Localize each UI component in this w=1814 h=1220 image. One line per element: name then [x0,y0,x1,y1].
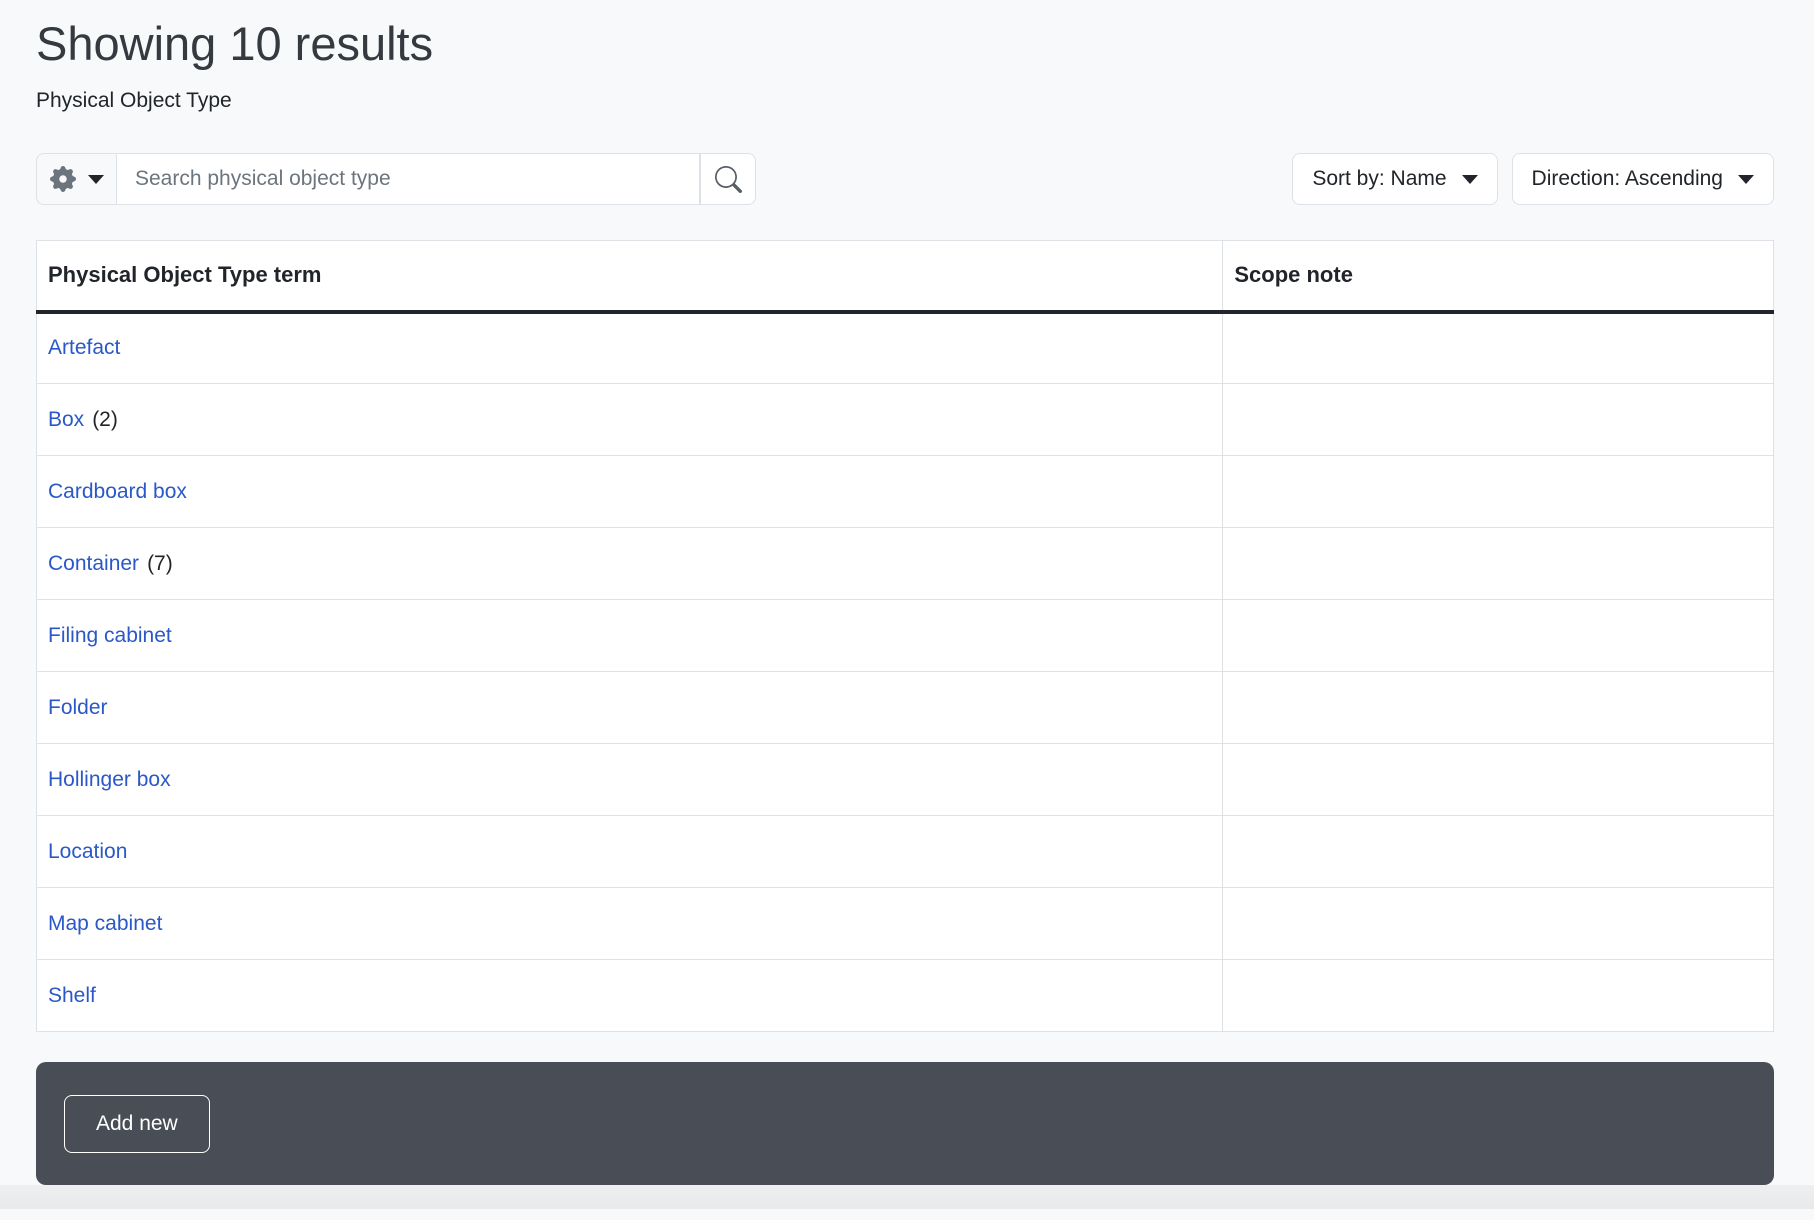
table-row: Shelf [35,959,1774,1032]
term-link[interactable]: Map cabinet [48,911,163,935]
search-input[interactable] [117,153,700,205]
actions-footer: Add new [36,1062,1774,1185]
term-link[interactable]: Location [48,839,128,863]
toolbar: Sort by: Name Direction: Ascending [36,153,1774,205]
table-row: Location [35,815,1774,888]
table-row: Folder [35,671,1774,744]
sort-controls: Sort by: Name Direction: Ascending [1292,153,1774,205]
chevron-down-icon [1461,174,1478,184]
column-header-scope-note: Scope note [1222,240,1774,314]
scope-note-cell [1222,959,1774,1032]
table-row: Filing cabinet [35,599,1774,672]
term-link[interactable]: Shelf [48,983,96,1007]
term-link[interactable]: Hollinger box [48,767,171,791]
page-bottom-strip [0,1185,1814,1209]
column-header-term: Physical Object Type term [35,240,1224,314]
scope-note-cell [1222,455,1774,528]
chevron-down-icon [1738,174,1754,184]
search-icon [714,165,742,193]
terms-table: Physical Object Type term Scope note Art… [35,240,1774,1032]
chevron-down-icon [87,174,104,184]
term-link[interactable]: Cardboard box [48,479,187,503]
gear-icon [49,166,76,192]
direction-label: Direction: Ascending [1531,167,1723,190]
term-count: (7) [147,551,173,575]
scope-note-cell [1222,383,1774,456]
scope-note-cell [1222,311,1774,384]
scope-note-cell [1222,743,1774,816]
sort-by-label: Sort by: Name [1312,167,1447,190]
search-group [36,153,756,205]
direction-dropdown[interactable]: Direction: Ascending [1511,153,1774,205]
term-link[interactable]: Artefact [48,336,121,360]
scope-note-cell [1222,887,1774,960]
term-link[interactable]: Folder [48,695,108,719]
sort-by-dropdown[interactable]: Sort by: Name [1292,153,1498,205]
scope-note-cell [1222,527,1774,600]
add-new-button[interactable]: Add new [64,1094,210,1153]
search-button[interactable] [700,153,756,205]
page-title: Showing 10 results [36,17,434,70]
table-header-row: Physical Object Type term Scope note [35,240,1774,314]
settings-dropdown-button[interactable] [36,153,117,205]
table-row: Hollinger box [35,743,1774,816]
term-link[interactable]: Container [48,551,140,575]
table-row: Container (7) [35,527,1774,600]
table-row: Box (2) [35,383,1774,456]
table-row: Cardboard box [35,455,1774,528]
scope-note-cell [1222,815,1774,888]
term-link[interactable]: Filing cabinet [48,623,172,647]
page-subtitle: Physical Object Type [36,89,232,112]
table-row: Artefact [35,311,1774,384]
main-content: Showing 10 results Physical Object Type … [0,16,1814,1185]
term-count: (2) [92,407,118,431]
term-link[interactable]: Box [48,407,85,431]
scope-note-cell [1222,671,1774,744]
table-row: Map cabinet [35,887,1774,960]
scope-note-cell [1222,599,1774,672]
